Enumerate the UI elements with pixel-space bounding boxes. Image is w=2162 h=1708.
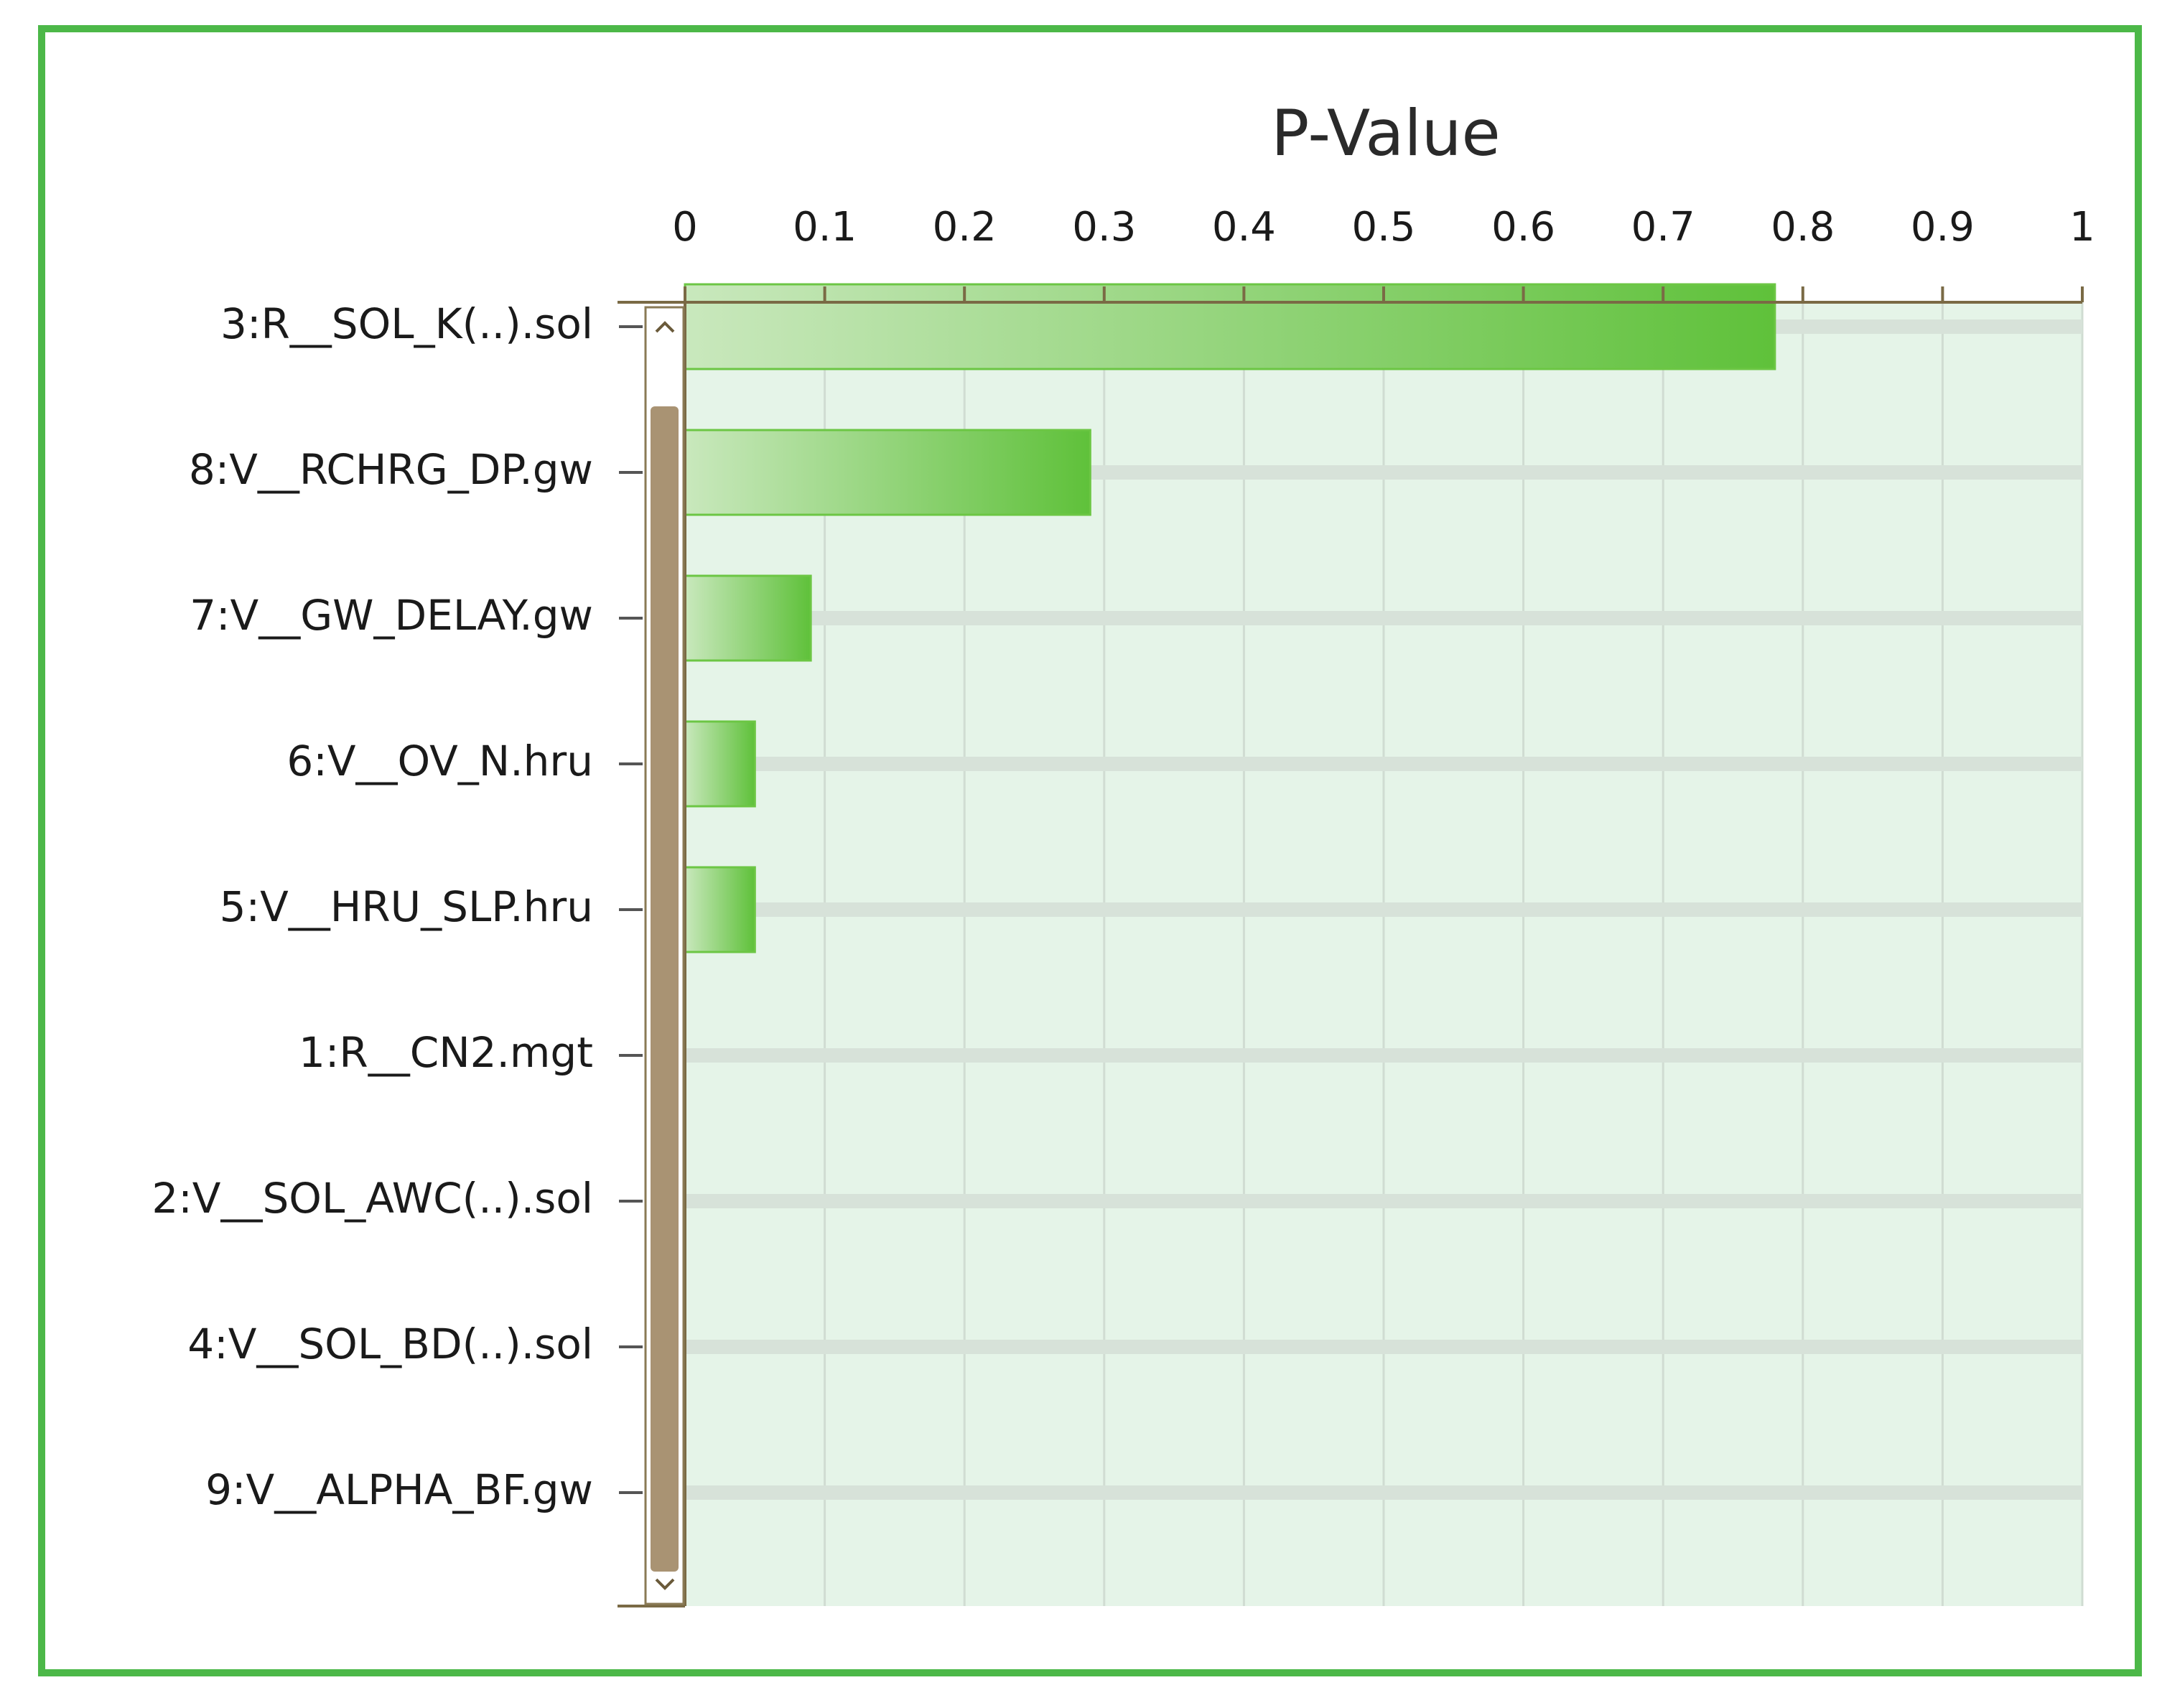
row-track	[685, 902, 2082, 917]
x-tick-label: 0	[672, 204, 698, 251]
row-track	[685, 611, 2082, 625]
x-tick-label: 0.3	[1072, 204, 1136, 251]
grid	[684, 302, 2084, 1606]
y-tick-label: 8:V__RCHRG_DP.gw	[189, 445, 593, 494]
bars	[684, 283, 1776, 953]
row-track	[685, 1485, 2082, 1500]
bar	[684, 866, 756, 953]
x-tick-label: 1	[2069, 204, 2095, 251]
row-track	[685, 1340, 2082, 1354]
row-track	[685, 1194, 2082, 1208]
y-tick-label: 4:V__SOL_BD(..).sol	[187, 1320, 593, 1368]
y-tick-label: 7:V__GW_DELAY.gw	[190, 591, 593, 640]
bar	[684, 283, 1776, 370]
bar	[684, 720, 756, 808]
bar	[684, 574, 812, 662]
x-tick-label: 0.4	[1212, 204, 1276, 251]
y-tick-label: 3:R__SOL_K(..).sol	[220, 299, 593, 348]
y-tick-label: 5:V__HRU_SLP.hru	[220, 882, 593, 931]
x-tick-label: 0.9	[1911, 204, 1975, 251]
y-tick-label: 1:R__CN2.mgt	[299, 1028, 593, 1077]
scroll-up[interactable]	[655, 321, 675, 333]
scroll-down[interactable]	[655, 1578, 675, 1590]
x-tick-label: 0.8	[1771, 204, 1835, 251]
y-tick-label: 6:V__OV_N.hru	[286, 737, 593, 785]
x-tick-label: 0.1	[793, 204, 857, 251]
x-tick-label: 0.7	[1631, 204, 1695, 251]
bar	[684, 429, 1091, 516]
y-tick-label: 9:V__ALPHA_BF.gw	[205, 1465, 593, 1514]
row-track	[685, 757, 2082, 771]
scrollbar-thumb[interactable]	[651, 406, 679, 1572]
x-tick-label: 0.5	[1351, 204, 1415, 251]
x-tick-label: 0.2	[933, 204, 997, 251]
chart-title: P-Value	[1271, 96, 1500, 170]
x-tick-label: 0.6	[1491, 204, 1555, 251]
y-tick-label: 2:V__SOL_AWC(..).sol	[152, 1174, 593, 1223]
row-track	[685, 1048, 2082, 1063]
